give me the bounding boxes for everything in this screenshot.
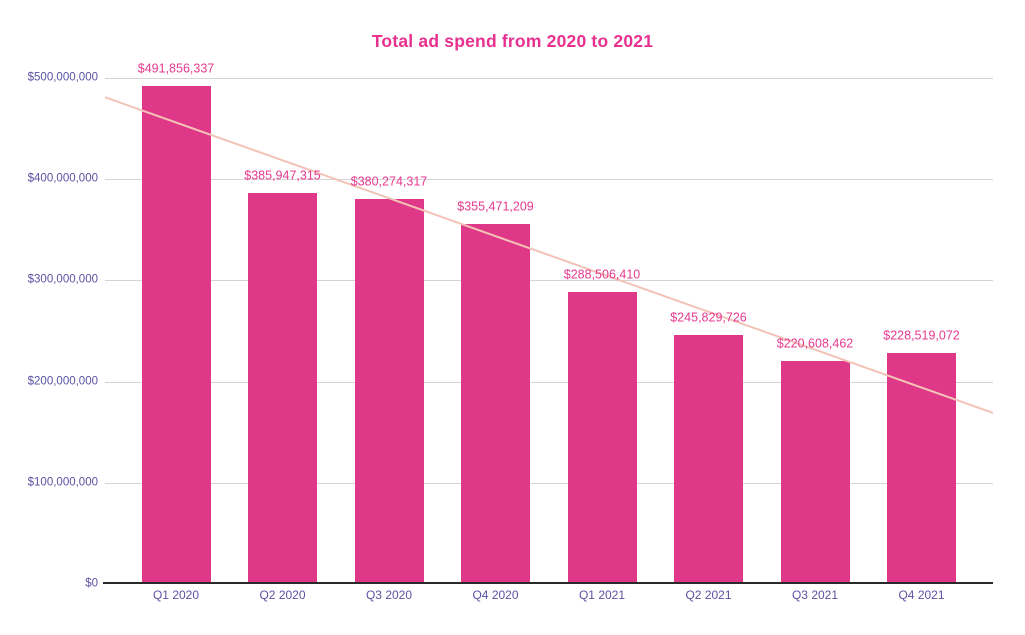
bar-q4-2020 <box>461 224 530 583</box>
gridline <box>105 280 993 281</box>
x-axis-line <box>103 582 993 584</box>
bar-value-label: $288,506,410 <box>563 267 641 282</box>
bar-value-label: $491,856,337 <box>137 61 215 76</box>
bar-value-label: $245,829,726 <box>670 310 747 325</box>
x-tick-label: Q3 2020 <box>365 588 413 602</box>
x-tick-label: Q2 2020 <box>259 588 306 602</box>
y-tick-label: $300,000,000 <box>27 273 98 286</box>
gridline <box>105 179 993 180</box>
y-tick-label: $200,000,000 <box>27 375 98 388</box>
y-tick-label: $0 <box>85 577 98 590</box>
bar-value-label: $228,519,072 <box>883 328 960 343</box>
bar-q2-2020 <box>248 193 317 583</box>
trend-line <box>104 96 994 414</box>
gridline <box>105 483 993 484</box>
bar-q4-2021 <box>887 352 956 583</box>
bar-value-label: $355,471,209 <box>457 199 534 214</box>
bar-q1-2020 <box>141 86 211 583</box>
x-tick-label: Q4 2020 <box>472 588 519 602</box>
x-tick-label: Q1 2021 <box>578 588 626 602</box>
gridline <box>105 78 993 79</box>
x-tick-label: Q3 2021 <box>791 588 839 602</box>
y-tick-label: $400,000,000 <box>27 172 98 185</box>
y-tick-label: $500,000,000 <box>27 71 98 84</box>
bar-q2-2021 <box>674 335 743 583</box>
chart-title: Total ad spend from 2020 to 2021 <box>371 31 654 51</box>
y-tick-label: $100,000,000 <box>27 476 98 489</box>
bar-value-label: $385,947,315 <box>244 168 321 183</box>
bar-q1-2021 <box>567 292 637 583</box>
x-tick-label: Q1 2020 <box>152 588 200 602</box>
gridline <box>105 382 993 383</box>
x-tick-label: Q2 2021 <box>685 588 732 602</box>
bar-q3-2021 <box>780 360 850 583</box>
bar-value-label: $220,608,462 <box>776 336 854 351</box>
x-tick-label: Q4 2021 <box>898 588 945 602</box>
bar-value-label: $380,274,317 <box>350 174 428 189</box>
bar-q3-2020 <box>354 199 424 583</box>
